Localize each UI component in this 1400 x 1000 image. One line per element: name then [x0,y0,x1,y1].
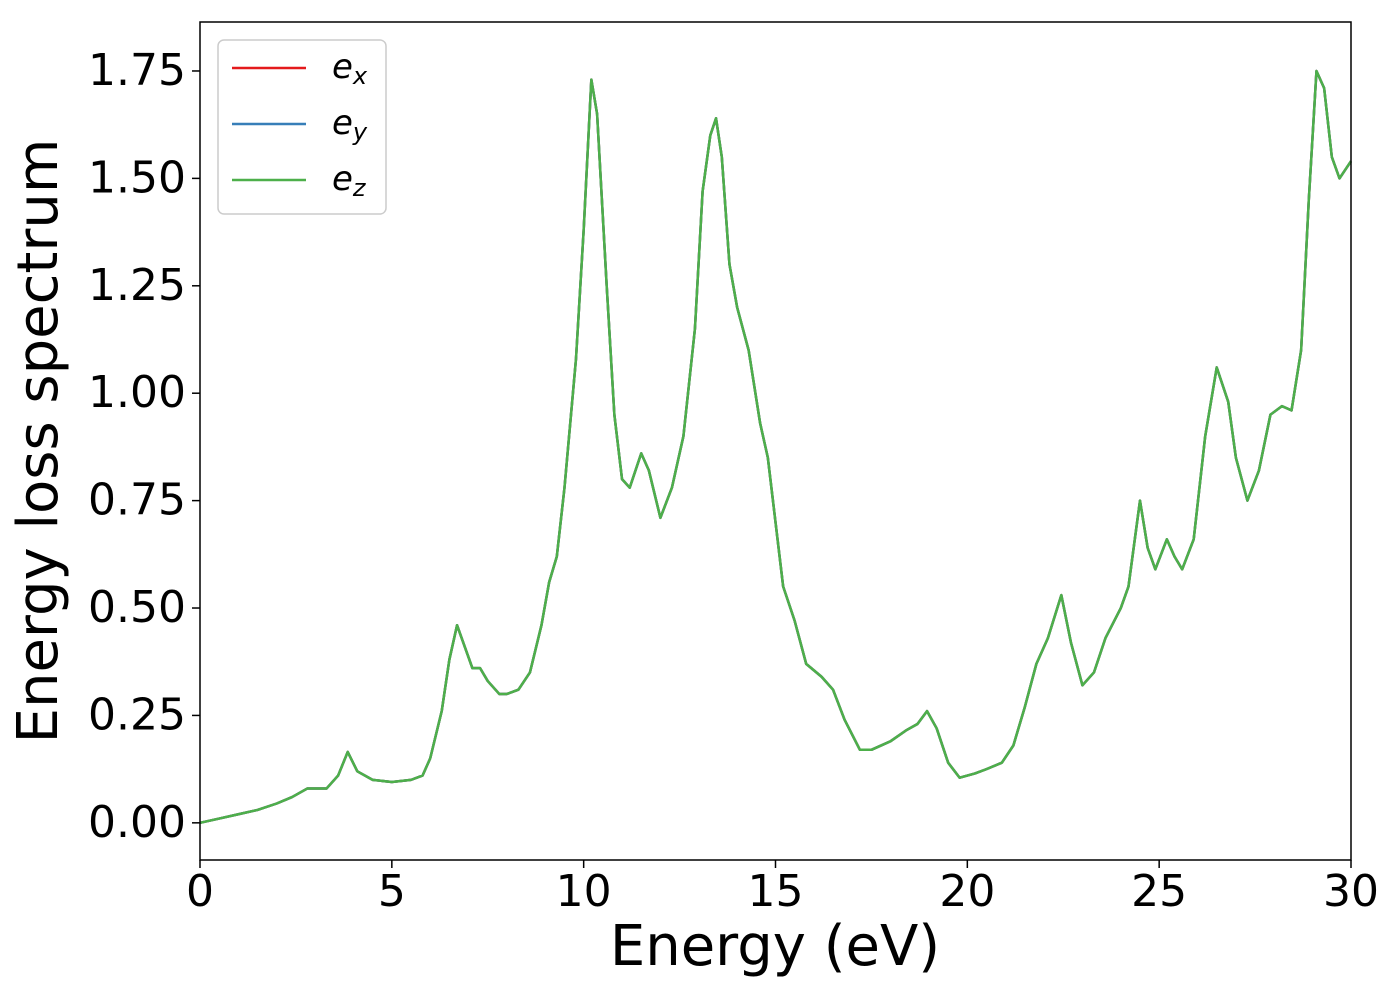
legend-label-sub: x [352,62,368,90]
y-tick-label: 1.75 [88,45,186,96]
x-tick-label: 0 [186,866,214,917]
x-tick-label: 20 [939,866,995,917]
x-tick-label: 15 [748,866,804,917]
x-tick-label: 25 [1131,866,1187,917]
legend-label-base: e [332,47,353,87]
y-tick-label: 0.25 [88,689,186,740]
legend-label: ex [332,47,368,91]
y-tick-label: 0.00 [88,797,186,848]
y-tick-label: 1.50 [88,152,186,203]
y-axis-label: Energy loss spectrum [6,139,71,744]
legend-label-sub: y [352,118,368,146]
x-tick-label: 10 [556,866,612,917]
y-tick-label: 1.00 [88,367,186,418]
legend-label-base: e [332,159,353,199]
plot-frame [199,21,1352,861]
x-axis-label: Energy (eV) [610,914,940,979]
y-tick-label: 0.75 [88,475,186,526]
y-tick-label: 1.25 [88,260,186,311]
legend-label: ey [332,103,368,147]
legend-label: ez [332,159,367,203]
x-tick-label: 5 [378,866,406,917]
legend-label-base: e [332,103,353,143]
series-line [199,69,1353,825]
x-tick-label: 30 [1323,866,1379,917]
legend-label-sub: z [352,174,367,202]
legend-box [217,39,387,215]
y-tick-label: 0.50 [88,582,186,633]
